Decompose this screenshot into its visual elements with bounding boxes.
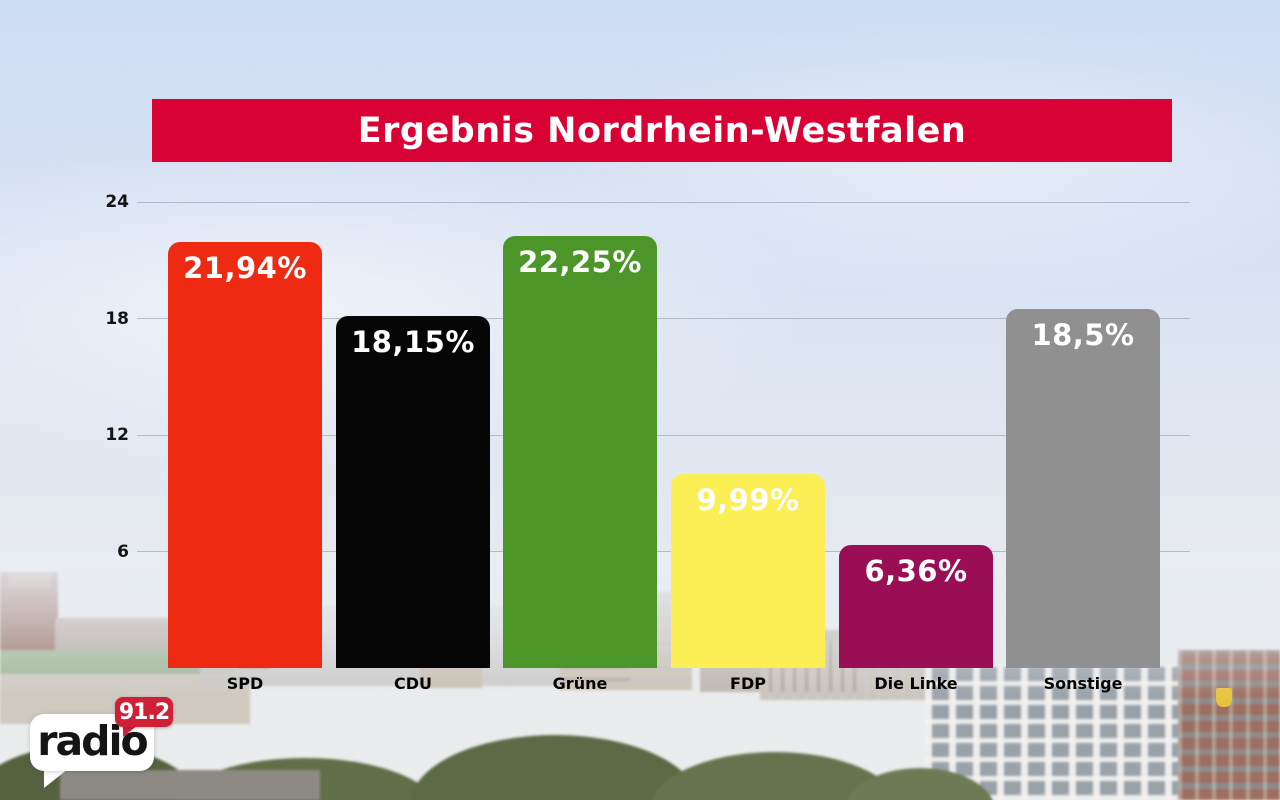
value-label-die-linke: 6,36% [864, 553, 968, 588]
gridline-18 [137, 318, 1190, 320]
category-label-cdu: CDU [393, 674, 432, 693]
frequency-bubble: 91.2 [115, 697, 173, 727]
frequency-text: 91.2 [118, 699, 170, 725]
bar-die-linke: 6,36% [839, 544, 993, 668]
gridline-24 [137, 201, 1190, 203]
y-tick-label-6: 6 [117, 541, 129, 562]
category-label-sonstige: Sonstige [1043, 674, 1123, 693]
value-label-grüne: 22,25% [518, 245, 642, 280]
y-tick-label-12: 12 [105, 425, 129, 446]
value-label-fdp: 9,99% [696, 483, 800, 518]
value-label-spd: 21,94% [183, 251, 307, 286]
category-label-grüne: Grüne [552, 674, 608, 693]
rooftop [60, 770, 320, 800]
bar-cdu: 18,15% [336, 315, 490, 668]
title-banner: Ergebnis Nordrhein-Westfalen [152, 99, 1172, 162]
gridline-12 [137, 434, 1190, 436]
gridline-6 [137, 551, 1190, 553]
category-label-fdp: FDP [730, 674, 766, 693]
value-label-cdu: 18,15% [351, 324, 475, 359]
bar-spd: 21,94% [168, 242, 322, 668]
bar-fdp: 9,99% [671, 474, 825, 668]
y-tick-label-24: 24 [105, 192, 129, 213]
frequency-bubble-tail [123, 725, 138, 737]
chart-title: Ergebnis Nordrhein-Westfalen [357, 110, 967, 151]
bar-sonstige: 18,5% [1006, 309, 1160, 668]
y-tick-label-18: 18 [105, 308, 129, 329]
value-label-sonstige: 18,5% [1031, 318, 1135, 353]
speech-bubble-tail [44, 769, 68, 788]
category-label-spd: SPD [226, 674, 264, 693]
category-label-die-linke: Die Linke [874, 674, 958, 693]
bar-grüne: 22,25% [503, 236, 657, 668]
